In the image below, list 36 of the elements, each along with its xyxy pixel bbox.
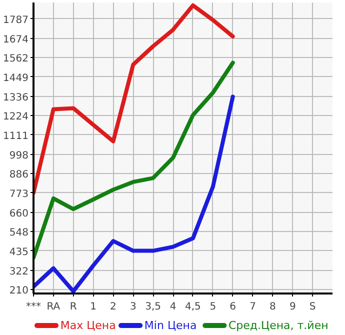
x-tick-label: 7 bbox=[250, 302, 256, 312]
y-tick-label: 998 bbox=[9, 150, 29, 162]
legend-label: Min Цена bbox=[144, 319, 197, 332]
x-tick-label: 3,5 bbox=[145, 302, 162, 312]
x-tick-label: *** bbox=[26, 302, 41, 312]
y-tick-label: 1224 bbox=[3, 112, 29, 123]
line-series bbox=[34, 3, 235, 195]
y-tick-label: 1562 bbox=[3, 54, 29, 65]
y-tick-label: 210 bbox=[9, 286, 29, 297]
x-tick-label: 3 bbox=[130, 302, 136, 312]
y-tick-label: 1674 bbox=[3, 34, 29, 46]
y-tick-label: 886 bbox=[9, 170, 29, 181]
y-tick-label: 773 bbox=[9, 188, 29, 200]
x-tick-label: 4 bbox=[170, 302, 176, 312]
y-tick-label: 1336 bbox=[3, 92, 29, 104]
x-tick-label: 2 bbox=[110, 302, 116, 312]
y-tick-label: 1449 bbox=[3, 72, 29, 84]
line-series bbox=[34, 60, 235, 260]
legend-label: Max Цена bbox=[60, 319, 116, 332]
line-series bbox=[34, 94, 235, 294]
x-tick-label: S bbox=[309, 302, 316, 312]
x-tick-label: 1 bbox=[90, 302, 96, 312]
y-tick-label: 1787 bbox=[3, 14, 29, 26]
x-tick-label: 9 bbox=[289, 302, 296, 312]
y-tick-label: 548 bbox=[9, 228, 29, 239]
x-tick-label: 5 bbox=[210, 302, 216, 312]
x-tick-label: 4,5 bbox=[185, 302, 201, 312]
x-tick-label: R bbox=[70, 302, 77, 312]
y-tick-label: 435 bbox=[9, 246, 29, 258]
x-tick-label: RA bbox=[46, 302, 60, 312]
y-tick-label: 1111 bbox=[3, 130, 29, 142]
y-tick-label: 660 bbox=[9, 208, 29, 220]
x-tick-label: 8 bbox=[270, 302, 276, 312]
y-tick-label: 322 bbox=[9, 266, 29, 278]
x-tick-label: 6 bbox=[230, 302, 236, 312]
legend-label: Сред.Цена, т.йен bbox=[228, 319, 328, 332]
